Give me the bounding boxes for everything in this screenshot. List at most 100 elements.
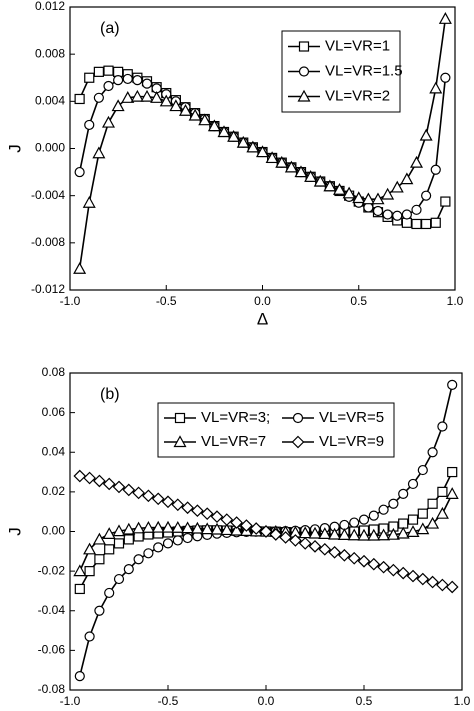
data-point — [298, 537, 312, 550]
data-point — [220, 513, 234, 526]
data-point — [338, 548, 351, 562]
data-point — [94, 554, 105, 565]
data-point — [151, 492, 165, 506]
data-point — [249, 522, 263, 535]
data-point — [142, 489, 155, 503]
data-point — [437, 421, 448, 432]
data-point — [388, 498, 399, 509]
data-point — [172, 535, 183, 546]
data-point — [73, 469, 87, 483]
x-tick-label: -1.0 — [60, 694, 81, 706]
data-point — [93, 92, 104, 103]
legend-label: VL=VR=2 — [325, 87, 390, 104]
legend-label: VL=VR=9 — [319, 433, 384, 450]
data-point — [308, 540, 322, 553]
data-point — [122, 522, 136, 535]
panel-label: (a) — [100, 20, 120, 37]
data-point — [371, 192, 385, 205]
data-point — [151, 520, 165, 533]
data-point — [73, 564, 87, 577]
x-tick-label: 1.0 — [447, 294, 464, 308]
data-point — [416, 522, 430, 535]
y-tick-label: 0.02 — [42, 484, 66, 498]
data-point — [178, 104, 193, 116]
data-point — [328, 527, 342, 540]
data-point — [269, 528, 283, 541]
data-point — [198, 113, 212, 126]
data-point — [188, 108, 202, 121]
data-point — [407, 514, 419, 525]
data-point — [357, 528, 371, 541]
data-point — [153, 542, 164, 553]
data-point — [447, 466, 458, 478]
data-point — [430, 164, 441, 175]
data-point — [113, 573, 125, 585]
y-tick-label: -0.06 — [38, 643, 66, 657]
data-point — [162, 538, 174, 549]
data-point — [143, 548, 154, 559]
data-point — [437, 486, 448, 497]
data-point — [104, 587, 115, 599]
data-point — [73, 262, 87, 274]
data-point — [74, 583, 85, 595]
data-point — [440, 72, 451, 83]
data-point — [318, 542, 332, 556]
data-point — [217, 125, 231, 138]
data-point — [141, 520, 155, 533]
data-point — [121, 91, 135, 103]
data-point — [84, 72, 95, 83]
data-point — [103, 80, 114, 92]
x-tick-label: -0.5 — [158, 694, 179, 706]
data-point — [259, 525, 273, 538]
data-point — [294, 165, 308, 178]
data-point — [130, 89, 144, 102]
data-point — [427, 447, 438, 458]
data-point — [396, 566, 410, 580]
data-point — [357, 554, 371, 568]
data-point — [246, 140, 260, 153]
data-point — [141, 78, 153, 89]
data-point — [381, 187, 395, 200]
data-point — [200, 507, 214, 521]
data-point — [181, 501, 194, 515]
y-tick-label: -0.004 — [31, 188, 65, 202]
y-tick-label: 0.04 — [42, 444, 66, 458]
y-tick-label: 0.004 — [35, 94, 65, 108]
data-point — [102, 527, 116, 539]
data-point — [347, 528, 361, 541]
legend-label: VL=VR=1.5 — [325, 62, 403, 79]
data-point — [227, 129, 241, 142]
data-point — [358, 514, 370, 525]
x-tick-label: 1.0 — [454, 694, 471, 706]
data-point — [378, 504, 389, 515]
y-tick-label: 0.008 — [35, 46, 65, 60]
data-point — [171, 498, 185, 512]
data-point — [382, 209, 393, 220]
data-point — [93, 474, 106, 488]
data-point — [440, 196, 451, 207]
panel-label: (b) — [100, 386, 120, 403]
data-point — [392, 210, 403, 221]
data-point — [386, 527, 400, 540]
data-point — [169, 99, 183, 112]
data-point — [407, 478, 419, 490]
data-point — [419, 128, 433, 141]
data-point — [435, 506, 449, 519]
data-point — [182, 532, 193, 544]
data-point — [123, 564, 134, 575]
data-point — [230, 516, 243, 529]
data-point — [74, 93, 85, 105]
data-point — [323, 179, 337, 192]
data-point — [421, 218, 432, 230]
legend-marker — [291, 435, 305, 449]
data-point — [84, 119, 95, 131]
data-point — [84, 566, 95, 577]
data-point — [161, 495, 175, 509]
data-point — [377, 528, 391, 541]
data-point — [93, 66, 104, 77]
y-tick-label: 0.00 — [42, 524, 66, 538]
y-tick-label: -0.008 — [31, 235, 65, 249]
y-tick-label: -0.012 — [31, 282, 65, 296]
